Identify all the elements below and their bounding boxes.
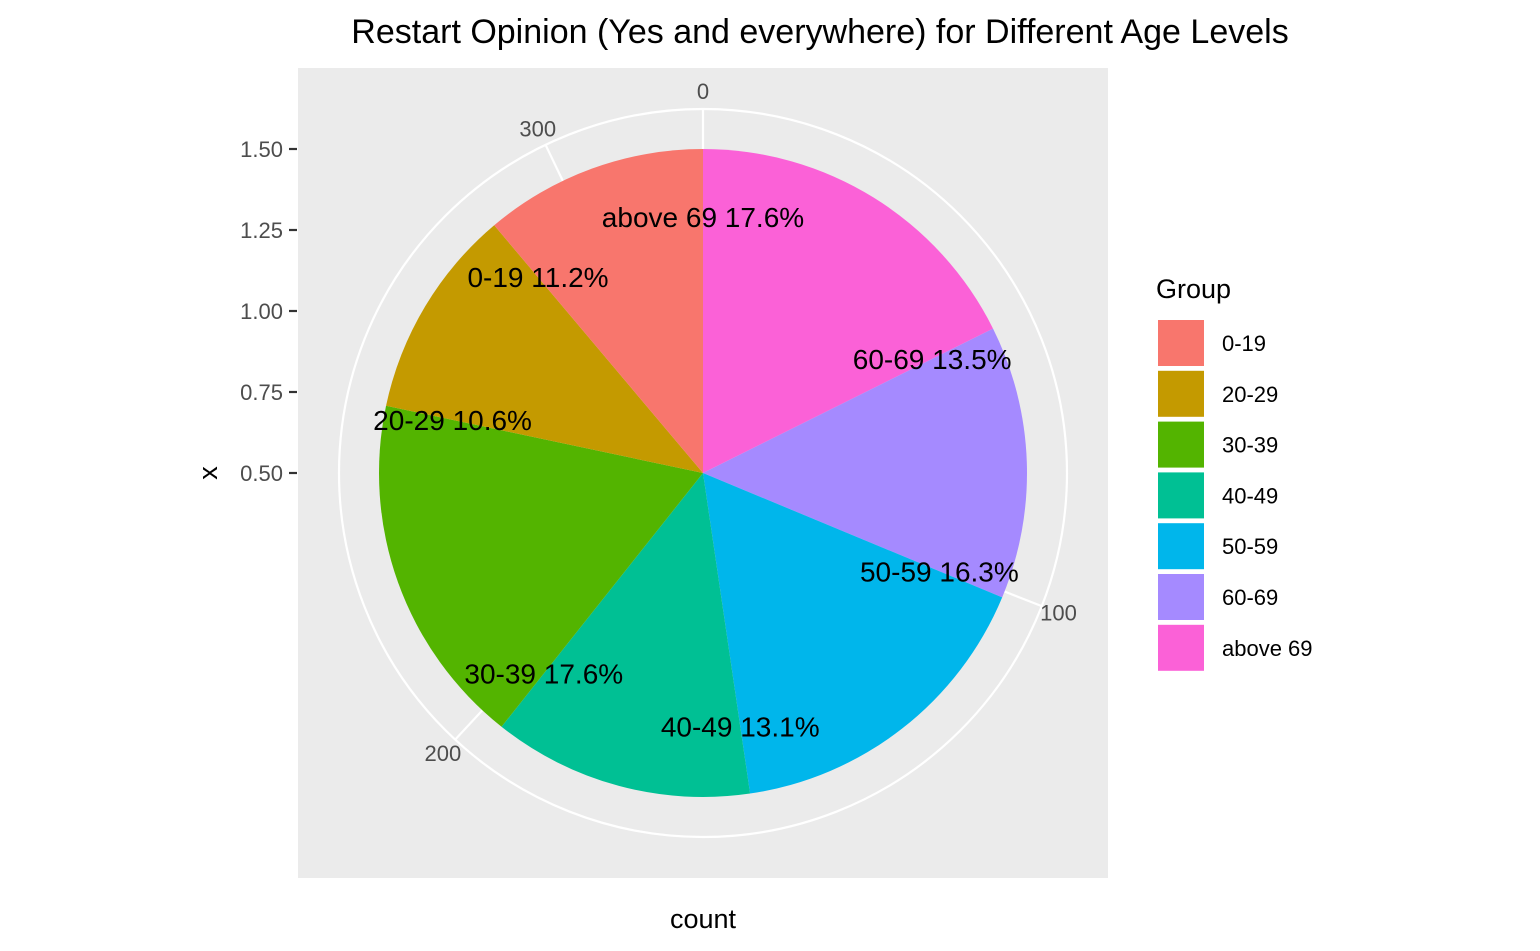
x-axis-tick-label: 0.50: [240, 461, 283, 486]
slice-labels: above 69 17.6% 60-69 13.5% 50-59 16.3% 40-4…: [373, 202, 1019, 742]
legend-key-40-49: [1156, 470, 1206, 521]
polar-grid: [337, 107, 1069, 839]
slice-label-30-39: 30-39 17.6%: [464, 658, 623, 689]
legend-label-20-29: 20-29: [1222, 382, 1278, 407]
legend-label-30-39: 30-39: [1222, 433, 1278, 458]
x-axis-title: count: [670, 904, 737, 934]
count-tick-label: 200: [425, 741, 462, 766]
legend-label-40-49: 40-49: [1222, 483, 1278, 508]
grid-spoke: [454, 709, 484, 741]
pie-slice-50-59: [703, 473, 1003, 794]
slice-label-60-69: 60-69 13.5%: [853, 344, 1012, 375]
pie-slice-30-39: [378, 405, 703, 727]
legend-label-60-69: 60-69: [1222, 585, 1278, 610]
pie-slice-60-69: [703, 328, 1027, 598]
chart-title: Restart Opinion (Yes and everywhere) for…: [351, 13, 1288, 51]
grid-spoke: [1004, 590, 1043, 608]
slice-label-40-49: 40-49 13.1%: [661, 711, 820, 742]
pie-slices: [378, 149, 1027, 798]
pie-slice-0-19: [494, 149, 703, 473]
x-axis-tick-label: 0.75: [240, 380, 283, 405]
x-axis-tick-label: 1.00: [240, 299, 283, 324]
legend-key-60-69: [1156, 572, 1206, 622]
legend-key-0-19: [1156, 318, 1206, 368]
y-axis-title: x: [193, 466, 223, 480]
legend-label-50-59: 50-59: [1222, 534, 1278, 559]
slice-label-50-59: 50-59 16.3%: [860, 556, 1019, 587]
pie-slice-20-29: [386, 225, 703, 473]
pie-slice-above-69: [703, 149, 994, 473]
count-tick-label: 300: [519, 117, 556, 142]
legend-title: Group: [1156, 274, 1231, 304]
legend-key-20-29: [1156, 368, 1206, 419]
x-axis: 1.50 1.25 1.00 0.75 0.50: [240, 137, 297, 486]
x-axis-tick-label: 1.25: [240, 218, 283, 243]
count-tick-label: 0: [697, 79, 709, 104]
legend-key-30-39: [1156, 419, 1206, 470]
legend-label-0-19: 0-19: [1222, 331, 1266, 356]
count-axis-ticks: 0 100 200 300: [425, 79, 1077, 766]
legend-label-above-69: above 69: [1222, 636, 1313, 661]
x-axis-tick-label: 1.50: [240, 137, 283, 162]
pie-slice-40-49: [501, 473, 751, 798]
count-tick-label: 100: [1040, 601, 1077, 626]
grid-spoke: [544, 144, 564, 182]
slice-label-20-29: 20-29 10.6%: [373, 405, 532, 436]
slice-label-0-19: 0-19 11.2%: [467, 262, 608, 293]
slice-label-above-69: above 69 17.6%: [602, 202, 804, 233]
legend-key-50-59: [1156, 521, 1206, 572]
legend: Group 0-19 20-29 30-39 40-49 50-59 60-69 above…: [1156, 274, 1313, 673]
legend-key-above-69: [1156, 622, 1206, 673]
